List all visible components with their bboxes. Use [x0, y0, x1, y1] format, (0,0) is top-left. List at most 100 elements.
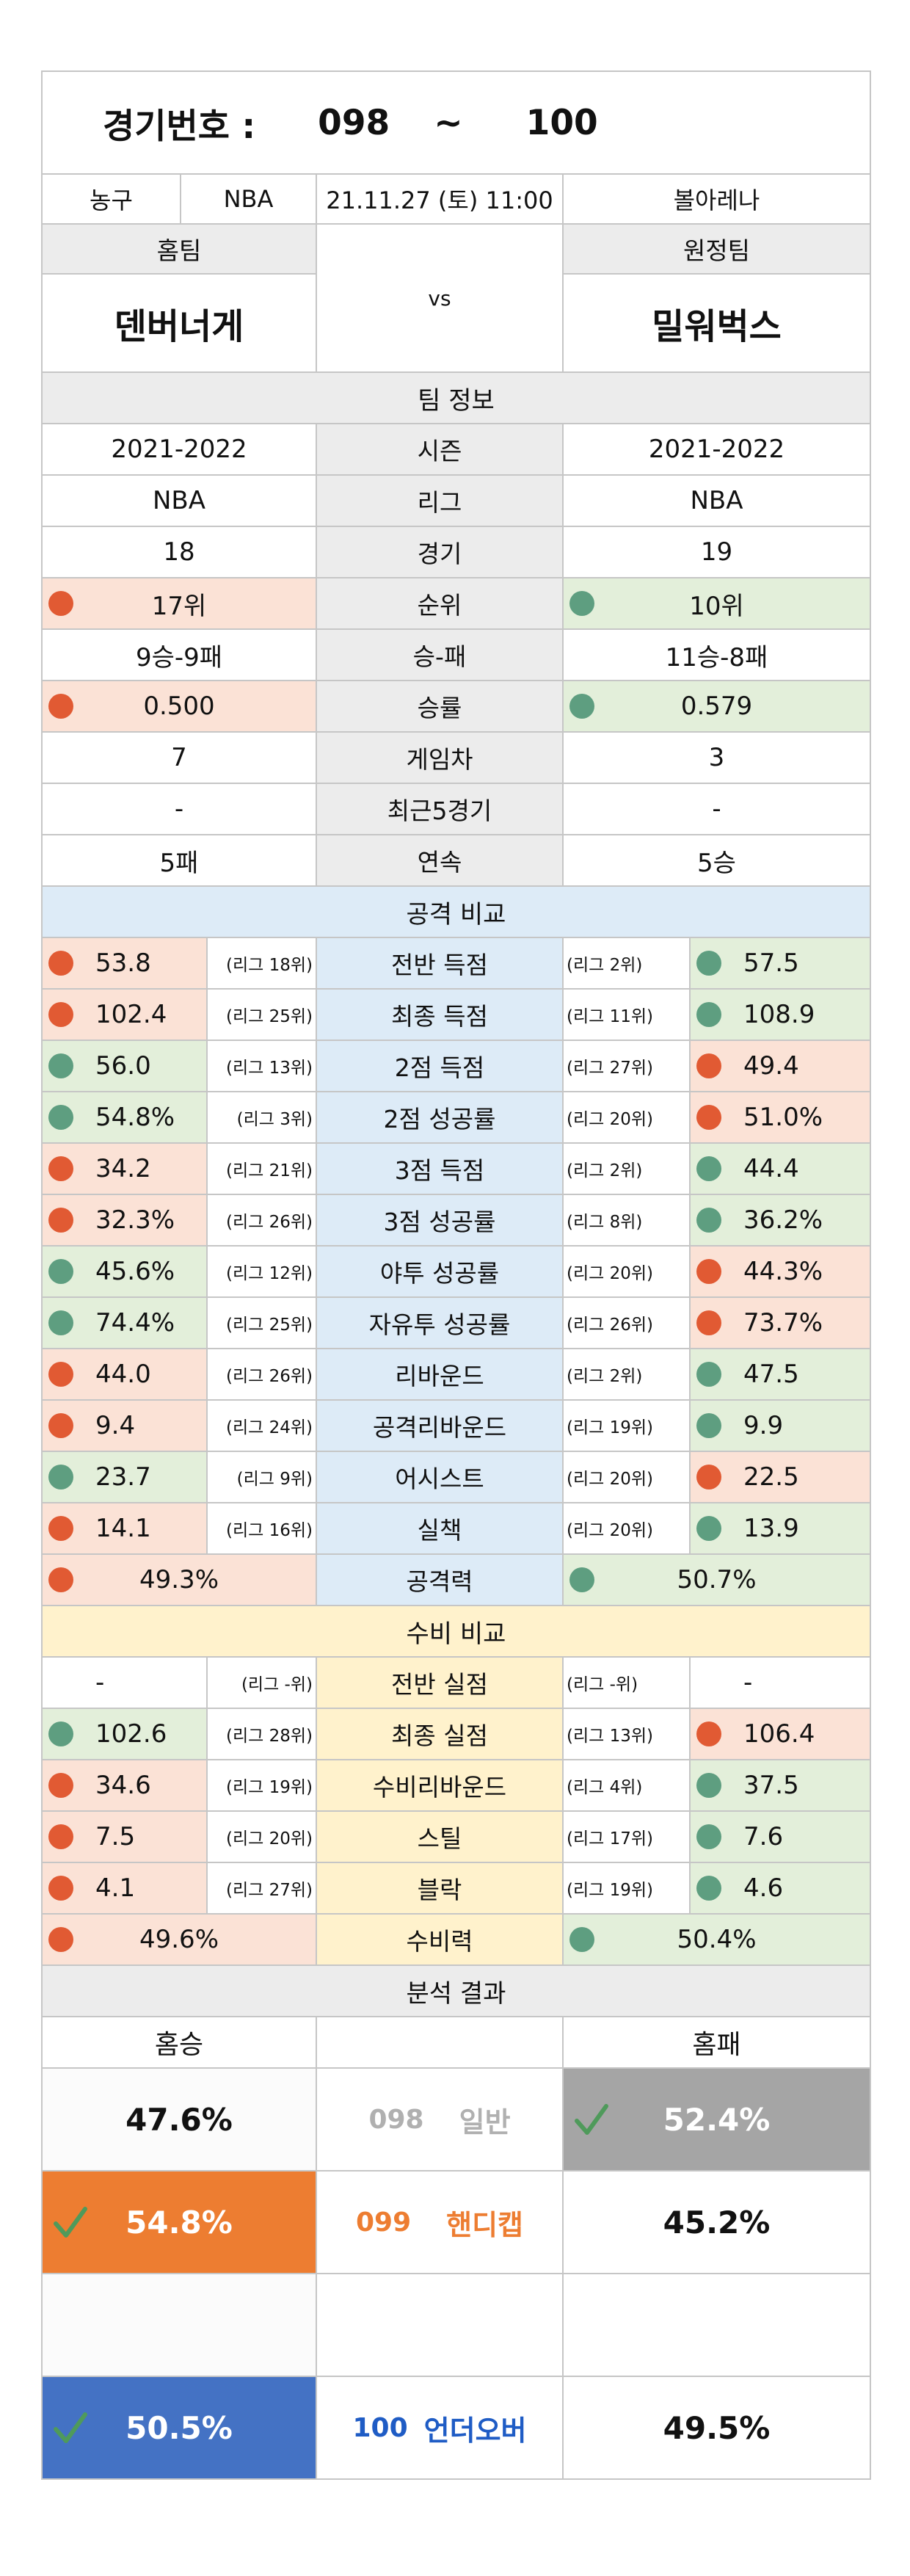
away-stat-value: 47.5 [689, 1348, 871, 1401]
team-info-label-text: 연속 [417, 848, 462, 877]
home-league-rank: (리그 28위) [206, 1708, 317, 1760]
stat-label: 3점 득점 [316, 1142, 564, 1195]
team-info-home-value-text: 5패 [159, 848, 199, 878]
home-league-rank: (리그 12위) [206, 1245, 317, 1298]
league-cell-text: NBA [223, 185, 274, 213]
home-stat-value-text: 74.4% [95, 1308, 175, 1338]
away-league-rank: (리그 13위) [562, 1708, 691, 1760]
away-stat-value-text: 44.4 [743, 1154, 799, 1183]
home-win-column: 홈승 [41, 2016, 317, 2069]
team-info-away-value-text: 19 [700, 537, 733, 567]
team-info-label: 승률 [316, 680, 564, 733]
attack-section-title-text: 공격 비교 [406, 899, 506, 929]
stat-label: 실책 [316, 1502, 564, 1555]
home-league-rank: (리그 24위) [206, 1399, 317, 1452]
green-dot-icon [696, 1156, 721, 1181]
away-stat-value-text: 36.2% [743, 1205, 823, 1235]
away-stat-value: 7.6 [689, 1810, 871, 1863]
away-team-label: 원정팀 [562, 223, 871, 275]
away-stat-value: 37.5 [689, 1759, 871, 1812]
away-stat-value-text: 106.4 [743, 1719, 815, 1749]
bet-code: 099 [355, 2207, 412, 2238]
team-info-away-value: NBA [562, 474, 871, 527]
analysis-bet-type: 099 핸디캡 [316, 2170, 564, 2274]
attack-summary-label-text: 공격력 [406, 1567, 473, 1596]
analysis-blank-header [316, 2016, 564, 2069]
away-league-rank: (리그 2위) [562, 1348, 691, 1401]
away-league-rank-text: (리그 17위) [567, 1829, 654, 1848]
defense-section-title-text: 수비 비교 [406, 1619, 506, 1649]
team-info-label-text: 게임차 [406, 745, 473, 774]
team-info-away-value-text: 10위 [689, 591, 744, 621]
away-stat-value-text: 7.6 [743, 1822, 784, 1851]
away-stat-value: 51.0% [689, 1091, 871, 1144]
analysis-home-result: 54.8% [41, 2170, 317, 2274]
away-stat-value: 22.5 [689, 1451, 871, 1503]
analysis-bet-type: 100 언더오버 [316, 2376, 564, 2480]
team-info-away-value-text: - [712, 794, 721, 824]
stat-label-text: 전반 실점 [391, 1670, 488, 1699]
team-info-away-value: 11승-8패 [562, 628, 871, 681]
team-info-label: 리그 [316, 474, 564, 527]
home-stat-value: 45.6% [41, 1245, 208, 1298]
stat-label: 전반 실점 [316, 1656, 564, 1709]
home-league-rank-text: (리그 9위) [236, 1470, 313, 1489]
team-info-home-value: NBA [41, 474, 317, 527]
stat-label: 블락 [316, 1862, 564, 1915]
home-team-name-text: 덴버너게 [114, 306, 244, 347]
team-info-home-value-text: 2021-2022 [111, 435, 247, 464]
away-league-rank: (리그 -위) [562, 1656, 691, 1709]
checkmark-icon [575, 2104, 608, 2135]
away-league-rank: (리그 19위) [562, 1399, 691, 1452]
home-stat-value: 44.0 [41, 1348, 208, 1401]
green-dot-icon [569, 694, 594, 719]
home-stat-value: 74.4% [41, 1296, 208, 1349]
home-stat-value-text: - [95, 1668, 105, 1697]
stat-label-text: 최종 득점 [391, 1002, 488, 1031]
analysis-home-result-text: 50.5% [125, 2409, 233, 2446]
team-info-label: 게임차 [316, 731, 564, 784]
stat-label: 자유투 성공률 [316, 1296, 564, 1349]
stat-label-text: 2점 성공률 [383, 1105, 496, 1133]
bet-code: 098 [368, 2104, 424, 2135]
stat-label: 2점 성공률 [316, 1091, 564, 1144]
away-stat-value-text: 37.5 [743, 1771, 799, 1800]
away-stat-value-text: 51.0% [743, 1103, 823, 1132]
team-info-away-value: 0.579 [562, 680, 871, 733]
home-stat-value: 34.2 [41, 1142, 208, 1195]
stat-label-text: 야투 성공률 [379, 1259, 500, 1288]
green-dot-icon [569, 591, 594, 616]
away-stat-value: 13.9 [689, 1502, 871, 1555]
green-dot-icon [696, 1773, 721, 1798]
stat-label-text: 3점 득점 [394, 1156, 485, 1185]
red-dot-icon [48, 1773, 73, 1798]
home-stat-value: 9.4 [41, 1399, 208, 1452]
analysis-away-result: 52.4% [562, 2067, 871, 2172]
bet-code: 100 [352, 2412, 408, 2443]
team-info-label: 연속 [316, 834, 564, 887]
bet-type: 일반 [459, 2105, 511, 2138]
analysis-away-result: 49.5% [562, 2376, 871, 2480]
bet-type: 핸디캡 [446, 2208, 524, 2241]
attack-home-summary-text: 49.3% [139, 1565, 219, 1594]
home-league-rank-text: (리그 16위) [225, 1521, 313, 1540]
away-league-rank: (리그 19위) [562, 1862, 691, 1915]
team-info-away-value: 2021-2022 [562, 423, 871, 476]
home-league-rank: (리그 27위) [206, 1862, 317, 1915]
away-league-rank-text: (리그 20위) [567, 1264, 654, 1283]
attack-summary-label: 공격력 [316, 1553, 564, 1606]
away-stat-value: 4.6 [689, 1862, 871, 1915]
away-league-rank: (리그 8위) [562, 1194, 691, 1247]
home-league-rank-text: (리그 21위) [225, 1161, 313, 1180]
home-stat-value: 102.4 [41, 988, 208, 1041]
analysis-home-result: 50.5% [41, 2376, 317, 2480]
team-info-home-value-text: 17위 [151, 591, 207, 621]
home-league-rank: (리그 20위) [206, 1810, 317, 1863]
defense-summary-label-text: 수비력 [406, 1927, 473, 1956]
stat-label-text: 수비리바운드 [372, 1773, 507, 1802]
home-league-rank: (리그 25위) [206, 988, 317, 1041]
analysis-title: 분석 결과 [41, 1964, 871, 2017]
home-league-rank-text: (리그 24위) [225, 1418, 313, 1437]
sport-cell: 농구 [41, 173, 181, 225]
home-league-rank-text: (리그 26위) [225, 1367, 313, 1386]
